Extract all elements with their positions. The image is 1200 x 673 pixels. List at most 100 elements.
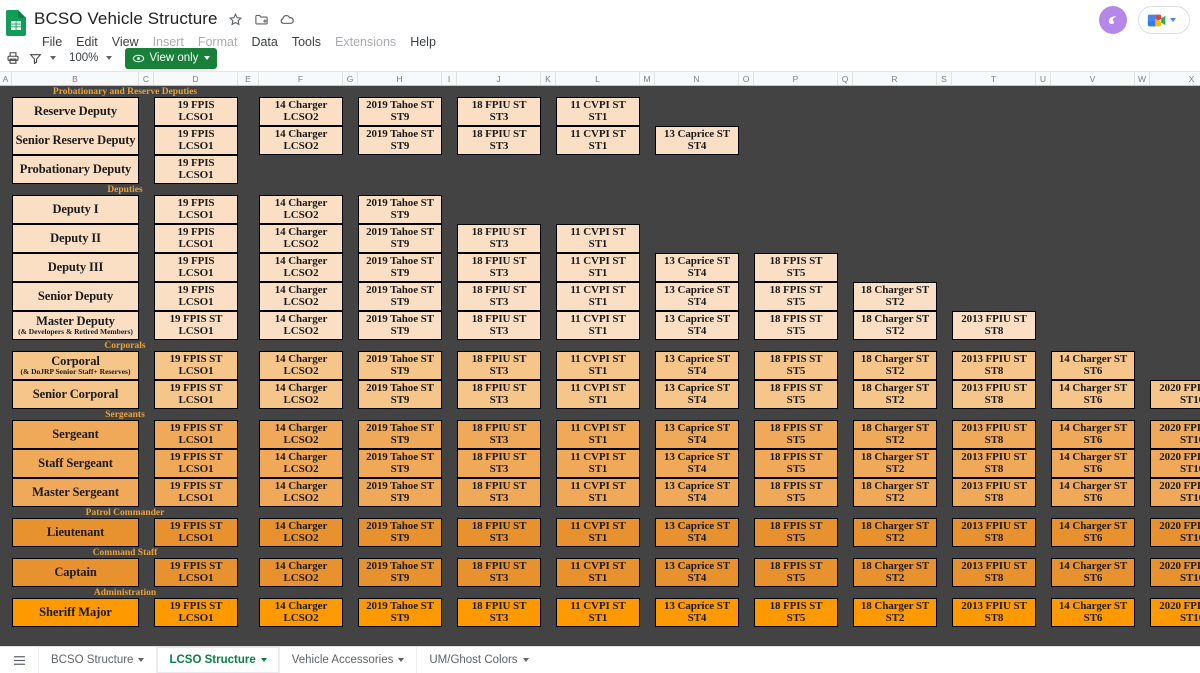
sheet-tab-bcso-structure[interactable]: BCSO Structure	[38, 647, 156, 673]
vehicle-cell[interactable]: 18 Charger ST ST2	[853, 478, 937, 507]
vehicle-cell[interactable]: 11 CVPI ST ST1	[556, 351, 640, 380]
vehicle-cell[interactable]: 2013 FPIU ST ST8	[952, 351, 1036, 380]
vehicle-cell[interactable]: 11 CVPI ST ST1	[556, 478, 640, 507]
vehicle-cell[interactable]: 11 CVPI ST ST1	[556, 518, 640, 547]
rank-cell[interactable]: Staff Sergeant	[12, 449, 139, 478]
vehicle-cell[interactable]: 18 FPIS ST ST5	[754, 351, 838, 380]
vehicle-cell[interactable]: 2013 FPIU ST ST8	[952, 420, 1036, 449]
column-header-o[interactable]: O	[739, 72, 754, 85]
vehicle-cell[interactable]: 2013 FPIU ST ST8	[952, 478, 1036, 507]
menu-view[interactable]: View	[111, 35, 139, 49]
vehicle-cell[interactable]: 18 FPIS ST ST5	[754, 449, 838, 478]
vehicle-cell[interactable]: 2013 FPIU ST ST8	[952, 311, 1036, 340]
vehicle-cell[interactable]: 14 Charger ST ST6	[1051, 449, 1135, 478]
vehicle-cell[interactable]: 2013 FPIU ST ST8	[952, 380, 1036, 409]
empty-cell[interactable]	[853, 253, 937, 282]
vehicle-cell[interactable]: 19 FPIS LCSO1	[154, 155, 238, 184]
column-header-x[interactable]: X	[1150, 72, 1200, 85]
column-header-e[interactable]: E	[238, 72, 259, 85]
column-header-k[interactable]: K	[541, 72, 556, 85]
vehicle-cell[interactable]: 19 FPIS LCSO1	[154, 97, 238, 126]
empty-cell[interactable]	[952, 97, 1036, 126]
all-sheets-icon[interactable]	[0, 647, 38, 673]
column-header-a[interactable]: A	[0, 72, 12, 85]
vehicle-cell[interactable]: 18 Charger ST ST2	[853, 351, 937, 380]
menu-data[interactable]: Data	[251, 35, 278, 49]
vehicle-cell[interactable]: 11 CVPI ST ST1	[556, 282, 640, 311]
star-icon[interactable]	[227, 11, 244, 28]
column-header-l[interactable]: L	[556, 72, 640, 85]
empty-cell[interactable]	[1051, 126, 1135, 155]
vehicle-cell[interactable]: 2020 FPIU STST10	[1150, 478, 1200, 507]
vehicle-cell[interactable]: 2013 FPIU ST ST8	[952, 518, 1036, 547]
vehicle-cell[interactable]: 18 FPIU ST ST3	[457, 126, 541, 155]
vehicle-cell[interactable]: 18 FPIU ST ST3	[457, 420, 541, 449]
empty-cell[interactable]	[1051, 282, 1135, 311]
column-header-t[interactable]: T	[952, 72, 1036, 85]
rank-cell[interactable]: Corporal (& DoJRP Senior Staff+ Reserves)	[12, 351, 139, 380]
menu-insert[interactable]: Insert	[152, 35, 184, 49]
rank-cell[interactable]: Probationary Deputy	[12, 155, 139, 184]
column-header-s[interactable]: S	[937, 72, 952, 85]
vehicle-cell[interactable]: 2019 Tahoe ST ST9	[358, 449, 442, 478]
column-header-q[interactable]: Q	[838, 72, 853, 85]
empty-cell[interactable]	[1051, 155, 1135, 184]
vehicle-cell[interactable]: 14 Charger ST ST6	[1051, 420, 1135, 449]
vehicle-cell[interactable]: 2013 FPIU ST ST8	[952, 449, 1036, 478]
vehicle-cell[interactable]: 14 Charger LCSO2	[259, 380, 343, 409]
vehicle-cell[interactable]: 18 Charger ST ST2	[853, 282, 937, 311]
empty-cell[interactable]	[1150, 97, 1200, 126]
column-header-m[interactable]: M	[640, 72, 655, 85]
vehicle-cell[interactable]: 13 Caprice ST ST4	[655, 420, 739, 449]
rank-cell[interactable]: Senior Reserve Deputy	[12, 126, 139, 155]
column-header-u[interactable]: U	[1036, 72, 1051, 85]
vehicle-cell[interactable]: 13 Caprice ST ST4	[655, 518, 739, 547]
vehicle-cell[interactable]: 19 FPIS ST LCSO1	[154, 351, 238, 380]
vehicle-cell[interactable]: 14 Charger LCSO2	[259, 195, 343, 224]
column-header-w[interactable]: W	[1135, 72, 1150, 85]
vehicle-cell[interactable]: 18 FPIU ST ST3	[457, 351, 541, 380]
vehicle-cell[interactable]: 19 FPIS ST LCSO1	[154, 380, 238, 409]
vehicle-cell[interactable]: 11 CVPI ST ST1	[556, 97, 640, 126]
menu-tools[interactable]: Tools	[291, 35, 322, 49]
vehicle-cell[interactable]: 13 Caprice ST ST4	[655, 282, 739, 311]
chevron-down-icon[interactable]	[1170, 18, 1176, 22]
vehicle-cell[interactable]: 18 FPIS ST ST5	[754, 478, 838, 507]
empty-cell[interactable]	[259, 155, 343, 184]
vehicle-cell[interactable]: 11 CVPI ST ST1	[556, 420, 640, 449]
print-icon[interactable]	[2, 47, 24, 69]
empty-cell[interactable]	[853, 155, 937, 184]
vehicle-cell[interactable]: 11 CVPI ST ST1	[556, 380, 640, 409]
vehicle-cell[interactable]: 13 Caprice ST ST4	[655, 380, 739, 409]
vehicle-cell[interactable]: 14 Charger LCSO2	[259, 478, 343, 507]
vehicle-cell[interactable]: 11 CVPI ST ST1	[556, 311, 640, 340]
vehicle-cell[interactable]: 18 FPIU ST ST3	[457, 311, 541, 340]
empty-cell[interactable]	[1150, 282, 1200, 311]
empty-cell[interactable]	[1150, 126, 1200, 155]
vehicle-cell[interactable]: 13 Caprice ST ST4	[655, 126, 739, 155]
vehicle-cell[interactable]: 18 FPIS ST ST5	[754, 253, 838, 282]
empty-cell[interactable]	[1051, 195, 1135, 224]
menu-extensions[interactable]: Extensions	[335, 35, 397, 49]
spreadsheet-grid[interactable]: Probationary and Reserve Deputies Reserve…	[0, 86, 1200, 646]
vehicle-cell[interactable]: 19 FPIS LCSO1	[154, 195, 238, 224]
empty-cell[interactable]	[655, 195, 739, 224]
chevron-down-icon[interactable]	[398, 658, 405, 662]
rank-cell[interactable]: Reserve Deputy	[12, 97, 139, 126]
filter-chevron-icon[interactable]	[46, 47, 60, 69]
empty-cell[interactable]	[358, 155, 442, 184]
vehicle-cell[interactable]: 18 Charger ST ST2	[853, 311, 937, 340]
chevron-down-icon[interactable]	[260, 658, 267, 662]
column-header-p[interactable]: P	[754, 72, 838, 85]
vehicle-cell[interactable]: 18 FPIS ST ST5	[754, 558, 838, 587]
vehicle-cell[interactable]: 18 FPIS ST ST5	[754, 598, 838, 627]
vehicle-cell[interactable]: 14 Charger LCSO2	[259, 518, 343, 547]
vehicle-cell[interactable]: 2020 FPIU STST10	[1150, 420, 1200, 449]
sheet-tab-um-ghost-colors[interactable]: UM/Ghost Colors	[416, 647, 540, 673]
empty-cell[interactable]	[853, 97, 937, 126]
vehicle-cell[interactable]: 19 FPIS ST LCSO1	[154, 449, 238, 478]
empty-cell[interactable]	[655, 97, 739, 126]
vehicle-cell[interactable]: 2019 Tahoe ST ST9	[358, 97, 442, 126]
vehicle-cell[interactable]: 11 CVPI ST ST1	[556, 253, 640, 282]
column-header-i[interactable]: I	[442, 72, 457, 85]
